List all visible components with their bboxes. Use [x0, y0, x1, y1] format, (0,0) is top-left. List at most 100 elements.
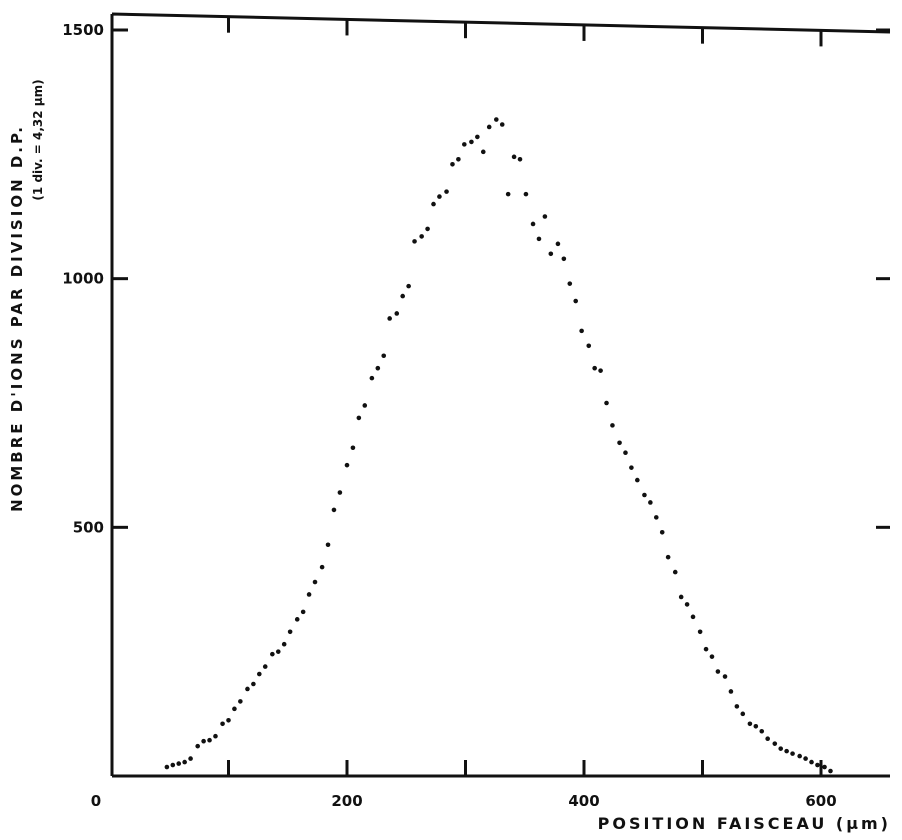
data-point [684, 602, 690, 607]
data-point [784, 748, 789, 754]
data-point [828, 768, 833, 774]
data-point [400, 293, 405, 299]
data-point [790, 751, 795, 756]
data-point [226, 717, 231, 723]
y-tick-label: 1000 [62, 270, 104, 288]
data-point [635, 477, 640, 483]
data-point [207, 737, 212, 743]
data-point [238, 699, 243, 704]
data-point [356, 415, 362, 421]
y-tick-label: 500 [73, 518, 104, 536]
data-point [406, 283, 411, 289]
data-point [245, 686, 250, 692]
data-point [592, 365, 597, 371]
data-point [182, 759, 187, 765]
data-point [369, 375, 375, 381]
data-point [275, 649, 281, 654]
data-point [281, 641, 287, 647]
data-point [257, 671, 262, 677]
data-point [772, 741, 778, 746]
data-point [319, 564, 325, 570]
data-point [642, 492, 647, 498]
data-point [747, 721, 753, 727]
x-axis-ticks: 0 200 400 600 [91, 16, 837, 810]
data-point [672, 569, 678, 575]
data-point [381, 353, 387, 359]
data-point [337, 490, 343, 495]
data-point [270, 651, 275, 657]
data-point [499, 122, 505, 127]
data-point [170, 762, 176, 768]
data-point [703, 646, 709, 652]
data-point [287, 629, 293, 635]
data-point [803, 756, 808, 761]
data-point [412, 239, 417, 244]
data-point [494, 117, 499, 122]
data-point [567, 281, 573, 286]
data-point [604, 400, 609, 406]
y-axis-title: NOMBRE D'IONS PAR DIVISION D.P. [8, 124, 26, 512]
data-point [709, 654, 715, 659]
data-point [530, 221, 536, 227]
y-tick-label: 1500 [62, 21, 104, 39]
data-point [462, 142, 467, 147]
data-point [469, 139, 474, 145]
data-point [573, 298, 579, 304]
data-point [561, 256, 567, 262]
data-point [375, 365, 381, 371]
data-point [325, 542, 331, 548]
data-point [437, 194, 442, 199]
data-point [431, 201, 436, 207]
data-point [425, 226, 430, 232]
data-point [232, 706, 237, 712]
x-tick-label: 600 [805, 792, 836, 810]
data-point [505, 191, 511, 197]
data-point [548, 251, 554, 257]
data-point [164, 764, 170, 770]
data-point [536, 236, 542, 242]
x-tick-label: 0 [91, 792, 101, 810]
x-axis-title: POSITION FAISCEAU (µm) [598, 814, 891, 833]
data-point [480, 149, 486, 155]
data-point [517, 157, 523, 162]
data-point [176, 761, 182, 766]
data-point [659, 530, 665, 535]
data-point [809, 759, 814, 765]
data-point [555, 241, 561, 247]
data-point [213, 733, 218, 739]
data-point [312, 579, 318, 585]
data-point [362, 403, 368, 408]
data-point [444, 189, 449, 194]
data-point [665, 554, 671, 560]
data-point [542, 214, 548, 219]
data-point [419, 234, 424, 239]
data-point [331, 507, 337, 513]
data-point [690, 614, 696, 620]
x-tick-label: 200 [331, 792, 362, 810]
data-point [450, 161, 455, 167]
plot-frame [110, 12, 891, 778]
data-point [722, 674, 728, 679]
data-point [740, 711, 746, 717]
data-point [350, 445, 356, 451]
data-point [475, 134, 480, 140]
data-point [201, 738, 206, 744]
data-point [300, 609, 306, 615]
data-point [822, 764, 827, 770]
data-point [753, 723, 759, 729]
data-point [344, 462, 350, 468]
data-points [164, 117, 833, 774]
data-point [511, 154, 517, 160]
data-point [188, 756, 193, 761]
data-point [262, 664, 268, 669]
data-point [648, 500, 653, 505]
data-point [251, 681, 256, 687]
x-tick-label: 400 [568, 792, 599, 810]
data-point [728, 689, 734, 694]
data-point [617, 440, 622, 446]
data-point [610, 423, 615, 428]
data-point [195, 743, 200, 749]
data-point [759, 728, 765, 734]
data-point [653, 515, 659, 520]
